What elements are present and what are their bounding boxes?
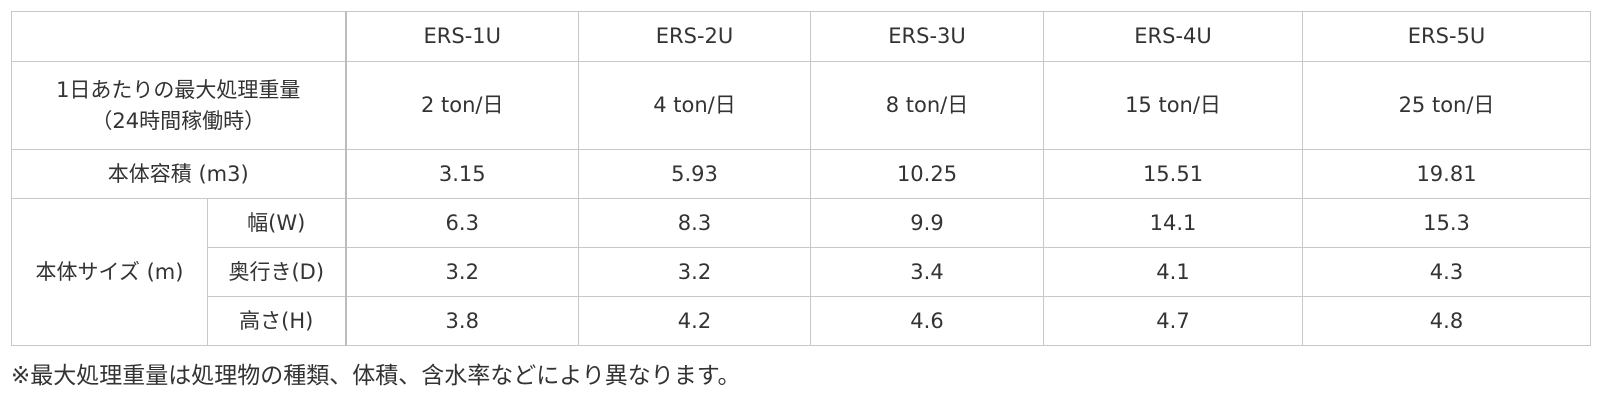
capacity-value: 25 ton/日 <box>1302 61 1591 150</box>
model-header: ERS-2U <box>578 11 811 62</box>
capacity-value: 8 ton/日 <box>810 61 1044 150</box>
corner-cell <box>11 11 347 62</box>
height-value: 4.8 <box>1302 296 1591 346</box>
depth-value: 3.2 <box>578 247 811 297</box>
volume-value: 19.81 <box>1302 149 1591 199</box>
header-row: ERS-1U ERS-2U ERS-3U ERS-4U ERS-5U <box>11 11 1591 62</box>
depth-value: 4.3 <box>1302 247 1591 297</box>
volume-label: 本体容積 (m3) <box>11 149 347 199</box>
width-row: 本体サイズ (m) 幅(W) 6.3 8.3 9.9 14.1 15.3 <box>11 198 1591 346</box>
depth-value: 3.2 <box>345 247 579 297</box>
height-value: 4.7 <box>1043 296 1303 346</box>
footnote: ※最大処理重量は処理物の種類、体積、含水率などにより異なります。 <box>11 363 741 389</box>
volume-value: 5.93 <box>578 149 811 199</box>
depth-value: 3.4 <box>810 247 1044 297</box>
volume-value: 15.51 <box>1043 149 1303 199</box>
capacity-label: 1日あたりの最大処理重量 （24時間稼働時） <box>11 61 347 150</box>
size-label: 本体サイズ (m) <box>11 198 208 346</box>
volume-row: 本体容積 (m3) 3.15 5.93 10.25 15.51 19.81 <box>11 149 1591 199</box>
height-value: 4.6 <box>810 296 1044 346</box>
capacity-value: 2 ton/日 <box>345 61 579 150</box>
volume-value: 3.15 <box>345 149 579 199</box>
width-label: 幅(W) <box>207 198 347 248</box>
spec-table: ERS-1U ERS-2U ERS-3U ERS-4U ERS-5U 1日あたり… <box>11 11 1591 346</box>
capacity-value: 15 ton/日 <box>1043 61 1303 150</box>
capacity-label-line2: （24時間稼働時） <box>91 108 266 133</box>
width-value: 6.3 <box>345 198 579 248</box>
width-value: 15.3 <box>1302 198 1591 248</box>
depth-value: 4.1 <box>1043 247 1303 297</box>
capacity-label-line1: 1日あたりの最大処理重量 <box>56 78 301 103</box>
depth-row: 奥行き(D) 3.2 3.2 3.4 4.1 4.3 <box>12 247 1591 297</box>
height-value: 3.8 <box>345 296 579 346</box>
model-header: ERS-4U <box>1043 11 1303 62</box>
model-header: ERS-1U <box>345 11 579 62</box>
capacity-row: 1日あたりの最大処理重量 （24時間稼働時） 2 ton/日 4 ton/日 8… <box>11 61 1591 150</box>
model-header: ERS-3U <box>810 11 1044 62</box>
depth-label: 奥行き(D) <box>207 247 347 297</box>
height-value: 4.2 <box>578 296 811 346</box>
height-label: 高さ(H) <box>207 296 347 346</box>
capacity-value: 4 ton/日 <box>578 61 811 150</box>
width-value: 8.3 <box>578 198 811 248</box>
width-value: 14.1 <box>1043 198 1303 248</box>
width-value: 9.9 <box>810 198 1044 248</box>
height-row: 高さ(H) 3.8 4.2 4.6 4.7 4.8 <box>12 296 1591 346</box>
volume-value: 10.25 <box>810 149 1044 199</box>
model-header: ERS-5U <box>1302 11 1591 62</box>
